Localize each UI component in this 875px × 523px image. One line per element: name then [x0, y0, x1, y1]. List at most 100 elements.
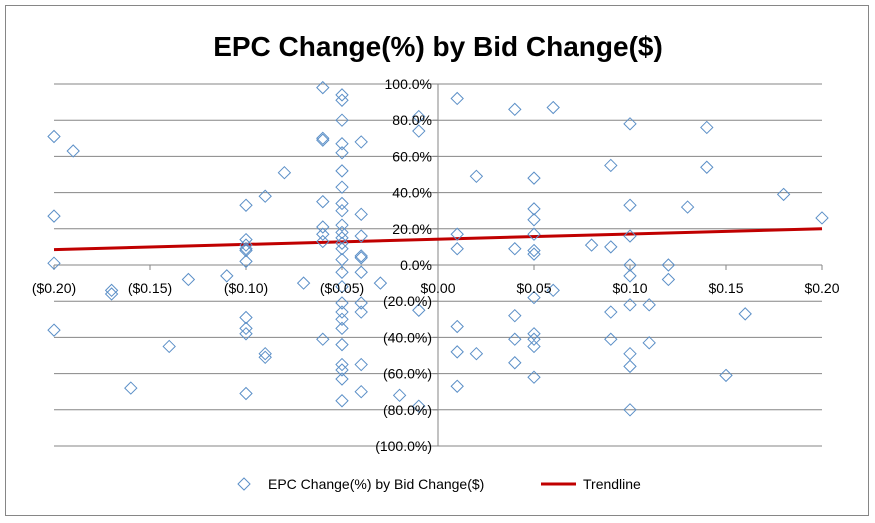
- data-point-marker: [623, 198, 637, 212]
- data-point-marker: [335, 88, 349, 102]
- data-point-marker: [450, 227, 464, 241]
- data-point-marker: [335, 93, 349, 107]
- data-point-marker: [623, 269, 637, 283]
- data-point-marker: [661, 272, 676, 287]
- data-point-marker: [335, 236, 349, 250]
- data-points: [47, 80, 829, 417]
- y-tick-label: (80.0%): [383, 402, 432, 418]
- data-point-marker: [335, 196, 349, 211]
- data-point-marker: [527, 370, 541, 384]
- data-point-marker: [239, 243, 253, 258]
- x-tick-label: $0.00: [420, 280, 455, 296]
- data-point-marker: [604, 240, 618, 254]
- data-point-marker: [47, 256, 61, 270]
- data-point-marker: [296, 276, 311, 290]
- y-tick-label: (100.0%): [375, 438, 432, 454]
- data-point-marker: [469, 346, 484, 361]
- y-tick-label: 60.0%: [392, 148, 432, 164]
- data-point-marker: [508, 332, 522, 346]
- data-point-marker: [354, 357, 368, 372]
- data-point-marker: [700, 160, 714, 174]
- data-point-marker: [335, 146, 349, 160]
- trendline: [53, 227, 823, 252]
- data-point-marker: [335, 280, 349, 294]
- data-point-marker: [546, 283, 560, 298]
- data-point-marker: [412, 399, 426, 413]
- data-point-marker: [335, 242, 349, 256]
- y-tick-label: 20.0%: [392, 221, 432, 237]
- data-point-marker: [335, 337, 349, 352]
- data-point-marker: [316, 220, 330, 234]
- x-tick-label: ($0.15): [128, 280, 172, 296]
- data-point-marker: [239, 321, 253, 336]
- data-point-marker: [239, 310, 253, 325]
- data-point-marker: [527, 213, 541, 227]
- data-point-marker: [450, 91, 464, 106]
- data-point-marker: [335, 180, 349, 194]
- data-point-marker: [335, 394, 349, 408]
- data-point-marker: [124, 381, 138, 395]
- data-point-marker: [527, 290, 541, 305]
- data-point-marker: [623, 359, 637, 374]
- data-point-marker: [335, 296, 349, 310]
- data-point-marker: [450, 242, 464, 256]
- data-point-marker: [239, 238, 253, 252]
- y-tick-label: 0.0%: [400, 257, 432, 273]
- data-point-marker: [335, 265, 349, 279]
- data-point-marker: [335, 164, 349, 178]
- data-point-marker: [316, 234, 330, 249]
- data-point-marker: [258, 350, 272, 365]
- data-point-marker: [469, 169, 484, 184]
- data-point-marker: [316, 80, 330, 95]
- data-point-marker: [527, 202, 541, 216]
- data-point-marker: [604, 305, 618, 319]
- data-point-marker: [373, 276, 388, 290]
- data-point-marker: [47, 209, 61, 223]
- data-point-marker: [354, 251, 368, 265]
- data-point-marker: [584, 238, 599, 252]
- data-point-marker: [412, 109, 426, 124]
- data-point-marker: [335, 225, 349, 240]
- legend-marker-scatter: [237, 477, 251, 491]
- legend-label-trendline: Trendline: [583, 476, 641, 492]
- data-point-marker: [354, 135, 368, 149]
- x-tick-label: $0.10: [612, 280, 647, 296]
- data-point-marker: [335, 203, 349, 218]
- trendline-layer: [53, 227, 823, 252]
- data-point-marker: [335, 363, 349, 377]
- data-point-marker: [546, 100, 560, 115]
- data-point-marker: [527, 243, 541, 258]
- data-point-marker: [508, 308, 522, 323]
- data-point-marker: [680, 200, 695, 214]
- data-point-marker: [47, 129, 61, 144]
- legend: EPC Change(%) by Bid Change($) Trendline: [237, 476, 641, 492]
- y-tick-label: 40.0%: [392, 185, 432, 201]
- data-point-marker: [239, 232, 253, 247]
- data-point-marker: [527, 332, 541, 346]
- data-point-marker: [623, 229, 637, 243]
- data-point-marker: [527, 171, 541, 185]
- data-point-marker: [354, 384, 368, 399]
- data-point-marker: [335, 305, 349, 319]
- data-point-marker: [277, 165, 292, 180]
- y-tick-label: 80.0%: [392, 112, 432, 128]
- scatter-chart: EPC Change(%) by Bid Change($) 100.0% 80.…: [32, 31, 840, 492]
- chart-frame: EPC Change(%) by Bid Change($) 100.0% 80.…: [5, 5, 869, 516]
- data-point-marker: [623, 298, 637, 312]
- data-point-marker: [412, 124, 426, 138]
- data-point-marker: [220, 269, 234, 283]
- data-point-marker: [335, 231, 349, 245]
- data-point-marker: [450, 379, 464, 393]
- data-point-marker: [335, 312, 349, 327]
- data-point-marker: [623, 117, 637, 131]
- data-point-marker: [335, 321, 349, 336]
- data-point-marker: [604, 158, 618, 173]
- data-point-marker: [527, 247, 541, 261]
- chart-title: EPC Change(%) by Bid Change($): [213, 31, 663, 62]
- data-point-marker: [335, 137, 349, 151]
- data-point-marker: [508, 242, 522, 256]
- data-point-marker: [258, 189, 272, 203]
- data-point-marker: [738, 307, 752, 321]
- data-point-marker: [354, 249, 368, 263]
- data-point-marker: [335, 218, 349, 232]
